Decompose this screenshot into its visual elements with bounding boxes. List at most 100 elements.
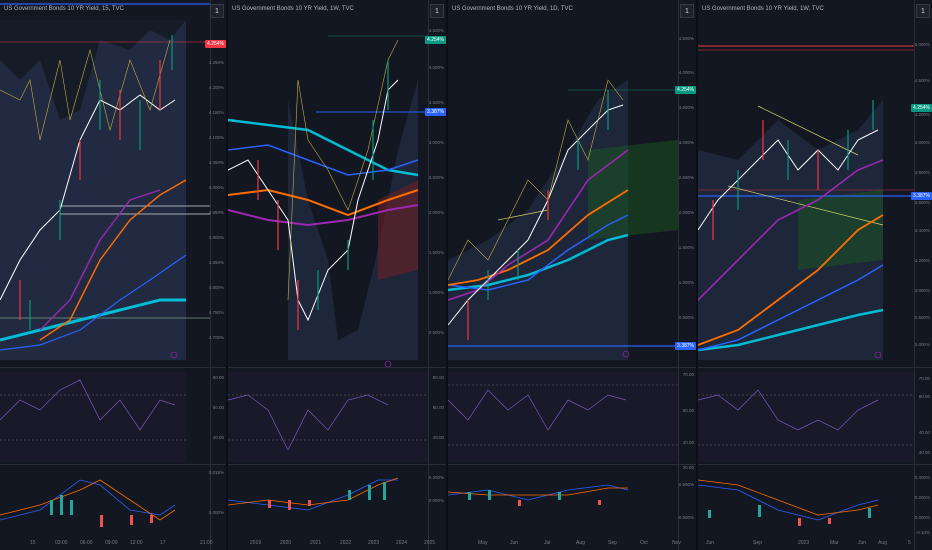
pane-2-plot[interactable] (228, 0, 446, 550)
price-tick: 3.600% (914, 200, 930, 205)
rsi-tick: 60.00 (432, 405, 444, 410)
price-tick: 2.000% (428, 210, 444, 215)
price-tick: 4.000% (914, 140, 930, 145)
time-label: 12:00 (130, 540, 143, 546)
pane-menu-button[interactable]: 1 (210, 4, 224, 18)
price-tick: 3.400% (914, 228, 930, 233)
pane-1-plot[interactable] (0, 0, 226, 550)
price-tick: 3.000% (914, 288, 930, 293)
time-label: Oct (640, 540, 648, 546)
chart-pane-1[interactable]: 4.250% 4.200% 4.150% 4.100% 4.050% 4.000… (0, 0, 226, 550)
price-tick: 4.200% (914, 112, 930, 117)
time-label: Sep (608, 540, 617, 546)
price-tick: 2.500% (428, 175, 444, 180)
pane-menu-button[interactable]: 1 (680, 4, 694, 18)
price-tick: 1.500% (678, 245, 694, 250)
last-price-badge: 4.254% (911, 104, 932, 112)
price-tick: 4.000% (208, 185, 224, 190)
price-tick: 2.000% (678, 210, 694, 215)
pane-4-plot[interactable] (698, 0, 932, 550)
pane-divider[interactable] (448, 367, 696, 368)
rsi-tick: 70.00 (918, 376, 930, 381)
price-tick: 1.000% (678, 280, 694, 285)
time-label: 21:00 (200, 540, 213, 546)
pane-menu-button[interactable]: 1 (916, 4, 930, 18)
time-label: 2023 (798, 540, 810, 546)
pane-divider[interactable] (228, 464, 446, 465)
time-label: 15 (30, 540, 36, 546)
macd-tick: 0.200% (914, 495, 930, 500)
price-tick: 4.100% (208, 135, 224, 140)
pane-3-plot[interactable] (448, 0, 696, 550)
rsi-tick: 60.00 (682, 408, 694, 413)
pane-separator[interactable] (226, 0, 228, 550)
pane-title: US Government Bonds 10 YR Yield, 1W, TVC (232, 6, 354, 12)
price-tick: 1.500% (428, 250, 444, 255)
price-tick: 3.500% (428, 100, 444, 105)
pane-divider[interactable] (0, 367, 226, 368)
rsi-tick: 40.00 (432, 435, 444, 440)
time-label: Sep (753, 540, 762, 546)
pane-divider[interactable] (698, 367, 932, 368)
price-tick: 4.000% (428, 65, 444, 70)
macd-tick: 0.000% (208, 510, 224, 515)
price-axis[interactable]: 4.500% 4.000% 3.500% 3.000% 2.500% 2.000… (425, 0, 446, 550)
price-tick: 3.200% (914, 258, 930, 263)
price-tick: 3.000% (678, 140, 694, 145)
pane-separator[interactable] (696, 0, 698, 550)
time-label: 09:00 (105, 540, 118, 546)
last-price-badge: 4.254% (675, 86, 696, 94)
price-tick: 4.000% (678, 70, 694, 75)
price-tick: 4.800% (208, 285, 224, 290)
macd-tick: 0.000% (428, 498, 444, 503)
price-tick: 2.000% (914, 342, 930, 347)
pane-divider[interactable] (448, 464, 696, 465)
price-tick: 4.700% (208, 335, 224, 340)
price-tick: 4.500% (428, 28, 444, 33)
macd-tick: 0.200% (428, 475, 444, 480)
time-label: 03:00 (55, 540, 68, 546)
price-axis[interactable]: 4.500% 4.000% 3.500% 3.000% 2.500% 2.000… (675, 0, 696, 550)
rsi-tick: 80.00 (212, 375, 224, 380)
time-label: 2020 (280, 540, 292, 546)
price-tick: 4.250% (208, 60, 224, 65)
price-tick: 2.500% (678, 175, 694, 180)
pane-divider[interactable] (698, 464, 932, 465)
price-tick: 0.500% (678, 315, 694, 320)
rsi-tick: 70.00 (682, 372, 694, 377)
rsi-tick: 60.00 (918, 394, 930, 399)
time-label: May (478, 540, 488, 546)
macd-tick: 0.000% (914, 515, 930, 520)
pane-divider[interactable] (0, 464, 226, 465)
chart-pane-2[interactable]: 4.500% 4.000% 3.500% 3.000% 2.500% 2.000… (228, 0, 446, 550)
pane-menu-button[interactable]: 1 (430, 4, 444, 18)
time-label: Aug (878, 540, 887, 546)
pane-separator[interactable] (446, 0, 448, 550)
rsi-tick: 40.00 (212, 435, 224, 440)
macd-tick: -0.10% (915, 530, 930, 535)
time-label: Mar (830, 540, 839, 546)
macd-tick: -0.500% (677, 515, 694, 520)
price-axis[interactable]: 5.000% 4.500% 4.200% 4.000% 3.800% 3.600… (911, 0, 932, 550)
rsi-tick: 60.00 (212, 405, 224, 410)
last-price-badge: 4.254% (425, 36, 446, 44)
price-tick: 4.200% (208, 85, 224, 90)
time-label: 2022 (340, 540, 352, 546)
time-label: 2025 (424, 540, 436, 546)
time-label: Jun (858, 540, 867, 546)
price-tick: 4.900% (208, 235, 224, 240)
price-tick: 4.950% (208, 210, 224, 215)
pane-divider[interactable] (228, 367, 446, 368)
time-label: Aug (576, 540, 585, 546)
chart-pane-4[interactable]: 5.000% 4.500% 4.200% 4.000% 3.800% 3.600… (698, 0, 932, 550)
time-label: 17 (160, 540, 166, 546)
price-tick: 5.000% (914, 42, 930, 47)
price-tick: 2.500% (914, 315, 930, 320)
pane-title: US Government Bonds 10 YR Yield, 15, TVC (4, 6, 124, 12)
rsi-tick: 30.00 (918, 450, 930, 455)
time-label: 06:00 (80, 540, 93, 546)
last-price-badge: 4.254% (205, 40, 226, 48)
price-tick: 4.050% (208, 160, 224, 165)
chart-pane-3[interactable]: 4.500% 4.000% 3.500% 3.000% 2.500% 2.000… (448, 0, 696, 550)
price-axis[interactable]: 4.250% 4.200% 4.150% 4.100% 4.050% 4.000… (205, 0, 226, 550)
